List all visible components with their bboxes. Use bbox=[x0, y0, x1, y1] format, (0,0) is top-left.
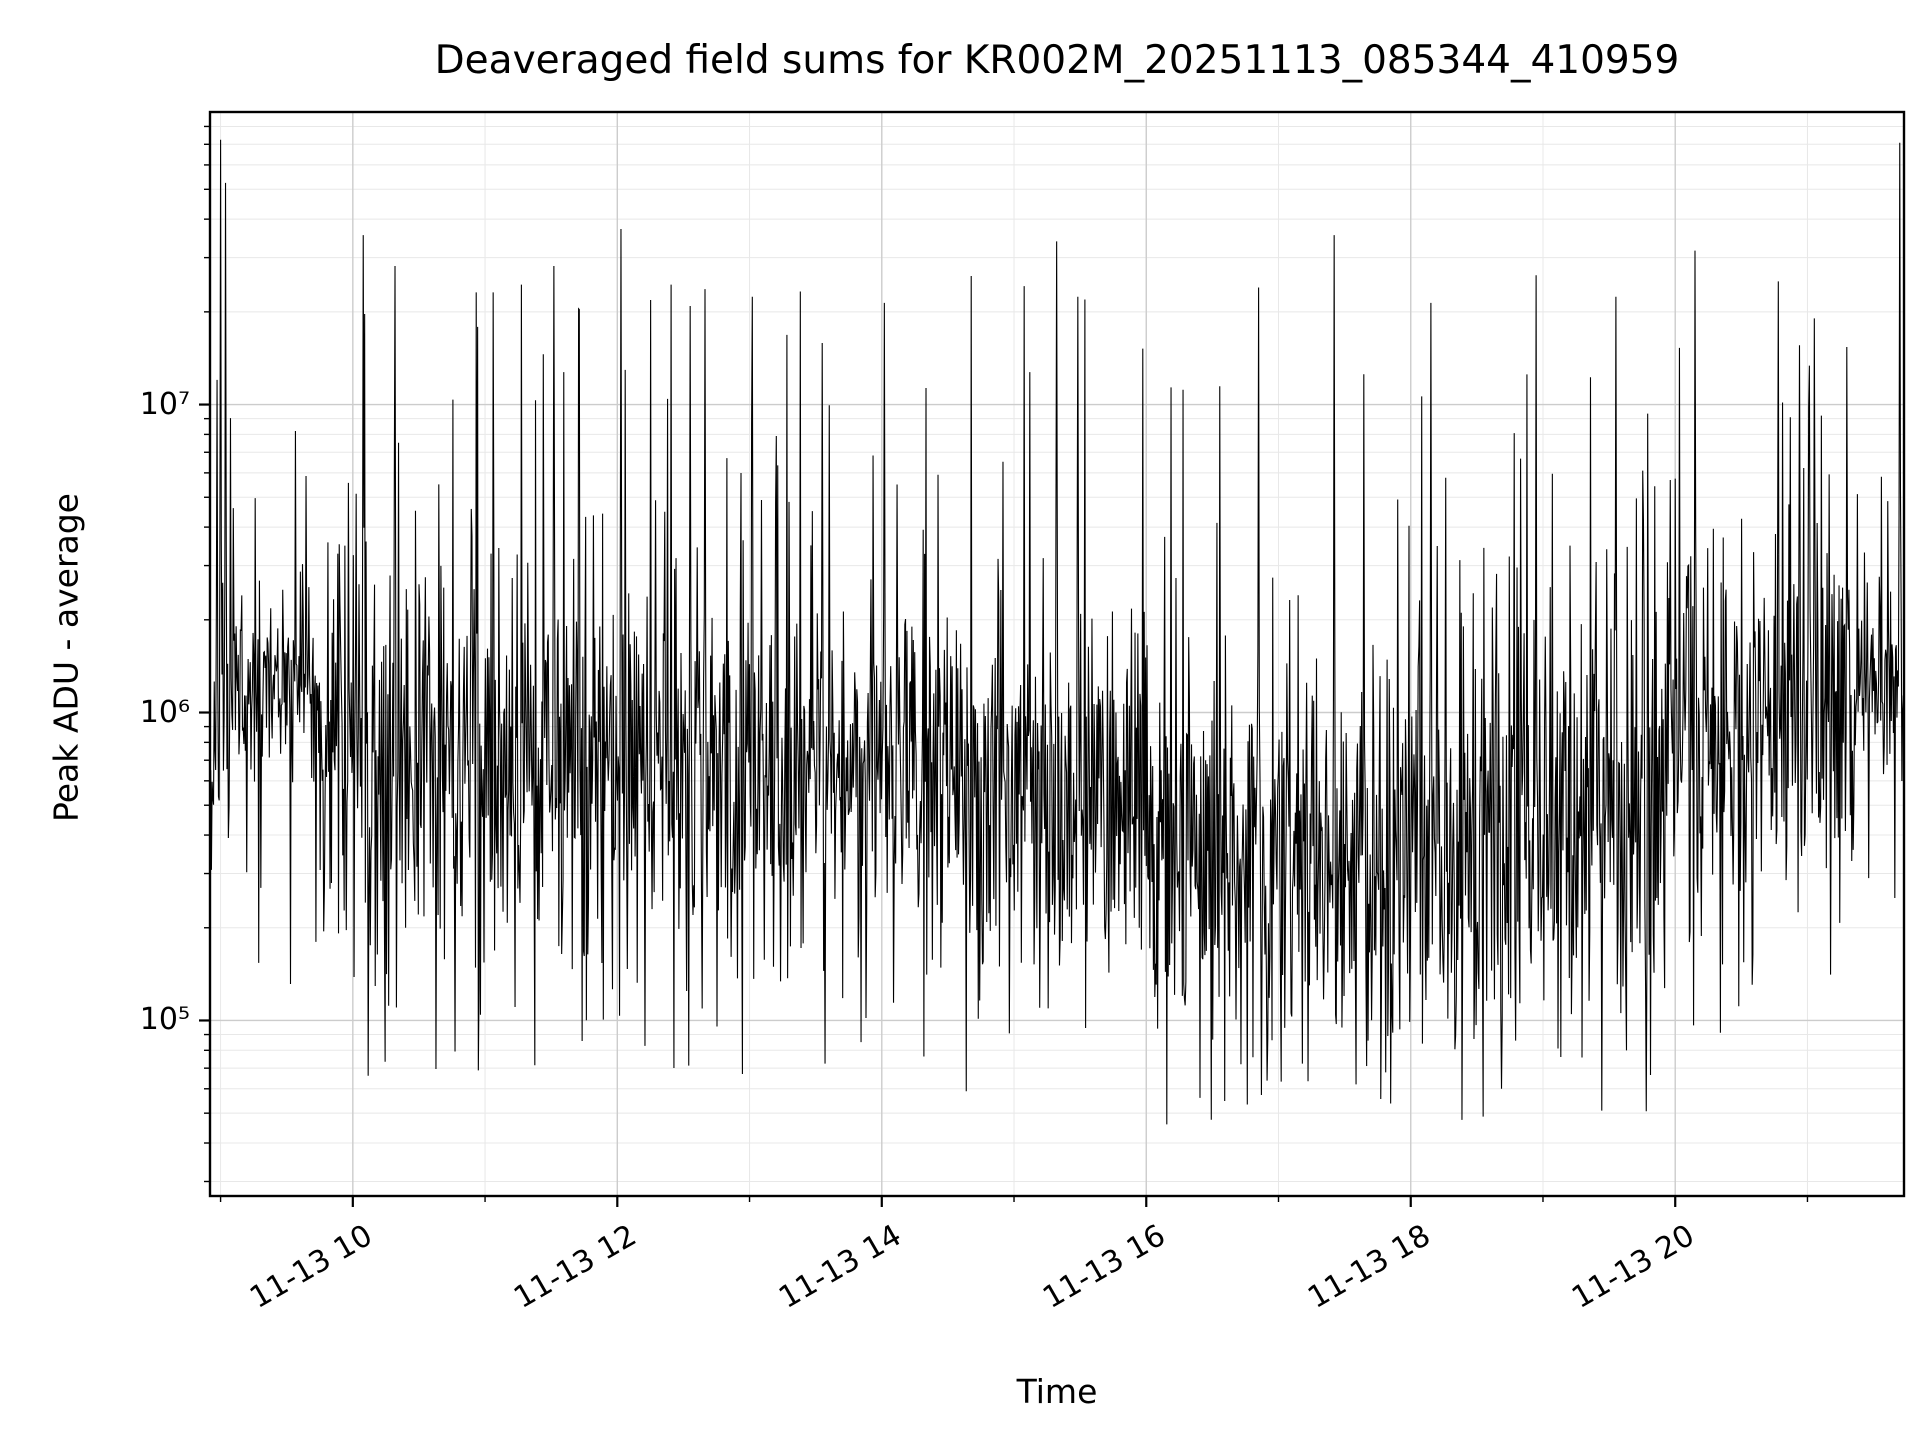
chart-title: Deaveraged field sums for KR002M_2025111… bbox=[434, 38, 1680, 83]
data-series-line bbox=[209, 139, 1905, 1125]
x-axis-label: Time bbox=[1016, 1372, 1098, 1411]
y-tick-label-5: 10⁵ bbox=[139, 1002, 190, 1038]
plot-border bbox=[208, 110, 1906, 1198]
y-tick-label-7: 10⁷ bbox=[139, 386, 190, 422]
y-tick-label-6: 10⁶ bbox=[139, 694, 190, 730]
axis-tick-marks bbox=[199, 125, 1809, 1207]
y-axis-label: Peak ADU - average bbox=[46, 493, 86, 822]
